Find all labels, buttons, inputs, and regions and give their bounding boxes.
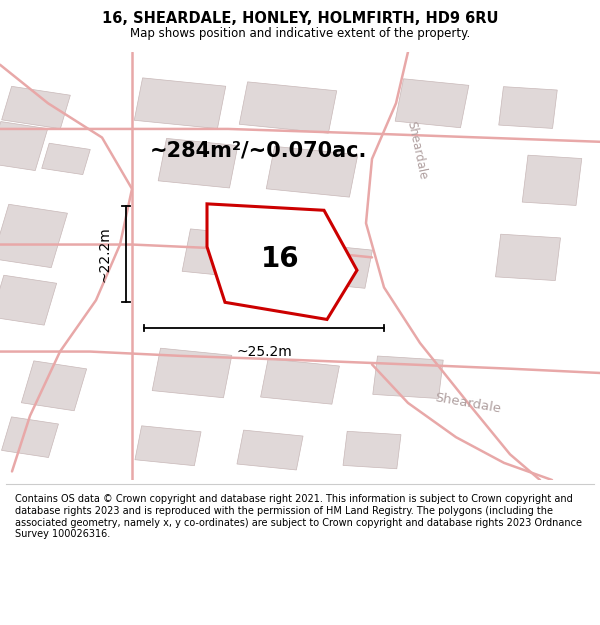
Polygon shape: [373, 356, 443, 399]
Polygon shape: [237, 430, 303, 470]
Polygon shape: [2, 86, 70, 129]
Polygon shape: [395, 79, 469, 128]
Polygon shape: [42, 143, 90, 174]
Text: ~284m²/~0.070ac.: ~284m²/~0.070ac.: [149, 141, 367, 161]
Text: Sheardale: Sheardale: [434, 391, 502, 415]
Text: ~22.2m: ~22.2m: [98, 226, 112, 282]
Text: Map shows position and indicative extent of the property.: Map shows position and indicative extent…: [130, 28, 470, 41]
Polygon shape: [266, 146, 358, 197]
Text: ~25.2m: ~25.2m: [236, 344, 292, 359]
Polygon shape: [0, 122, 48, 171]
Text: 16: 16: [261, 245, 300, 272]
Polygon shape: [158, 138, 238, 188]
Text: Sheardale: Sheardale: [404, 120, 430, 181]
Polygon shape: [182, 229, 250, 278]
Polygon shape: [22, 361, 86, 411]
Polygon shape: [0, 275, 56, 325]
Polygon shape: [499, 87, 557, 128]
Text: Contains OS data © Crown copyright and database right 2021. This information is : Contains OS data © Crown copyright and d…: [15, 494, 582, 539]
Polygon shape: [239, 82, 337, 133]
Polygon shape: [0, 204, 67, 268]
Polygon shape: [522, 155, 582, 206]
Polygon shape: [496, 234, 560, 281]
Polygon shape: [152, 348, 232, 398]
Polygon shape: [343, 431, 401, 469]
Polygon shape: [2, 417, 58, 457]
Polygon shape: [299, 244, 373, 288]
Text: 16, SHEARDALE, HONLEY, HOLMFIRTH, HD9 6RU: 16, SHEARDALE, HONLEY, HOLMFIRTH, HD9 6R…: [102, 11, 498, 26]
Polygon shape: [134, 78, 226, 129]
Polygon shape: [207, 204, 357, 319]
Polygon shape: [135, 426, 201, 466]
Polygon shape: [260, 359, 340, 404]
